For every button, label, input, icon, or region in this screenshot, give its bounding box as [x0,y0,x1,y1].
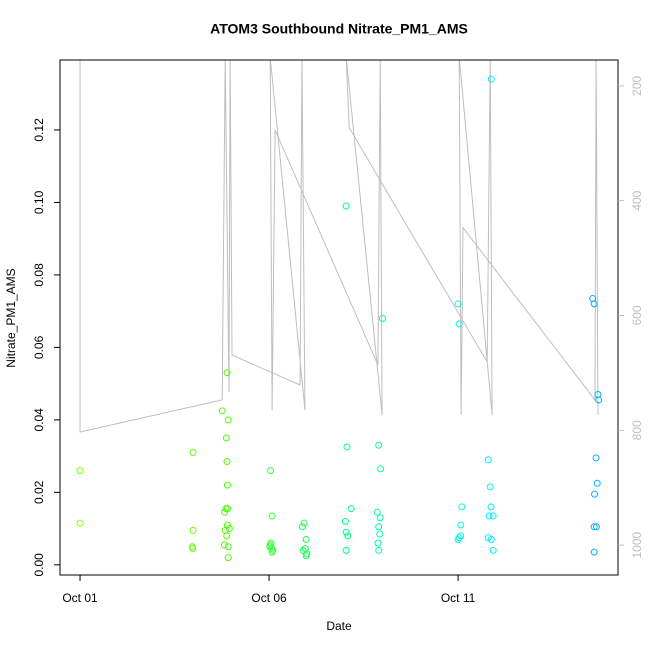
x-tick-label: Oct 11 [441,591,476,605]
data-point [486,483,494,491]
data-point [223,458,231,466]
data-point [189,449,197,457]
data-point [592,523,600,531]
data-point [302,552,310,560]
data-point [268,512,276,520]
data-point [266,541,274,549]
y2-tick-label: 800 [630,420,644,440]
y2-tick-label: 1000 [630,531,644,558]
data-point [347,505,355,513]
data-point [220,541,228,549]
data-point [342,202,350,210]
data-point [593,479,601,487]
y-tick-label: 0.06 [32,335,46,359]
data-point [457,521,465,529]
data-point [375,441,383,449]
data-point [223,481,231,489]
y-tick-label: 0.00 [32,553,46,577]
data-point [375,523,383,531]
data-point [343,443,351,451]
data-point [299,546,307,554]
data-point [489,546,497,554]
y-tick-label: 0.08 [32,263,46,287]
data-point [224,416,232,424]
data-point [484,456,492,464]
plot-area [76,60,603,562]
data-point [487,75,495,83]
data-point [224,554,232,562]
data-point [374,539,382,547]
data-point [342,546,350,554]
data-point [590,548,598,556]
data-point [223,369,231,377]
y2-tick-label: 400 [630,190,644,210]
data-point [76,519,84,527]
data-point [342,528,350,536]
plot-frame [59,59,619,576]
data-point [268,548,276,556]
data-point [487,535,495,543]
data-point [298,523,306,531]
data-point [454,535,462,543]
y-axis-label: Nitrate_PM1_AMS [4,268,18,367]
data-point [373,508,381,516]
data-point [189,545,197,553]
data-point [378,314,386,322]
data-point [225,525,233,533]
data-point [487,503,495,511]
data-point [377,465,385,473]
data-point [592,454,600,462]
x-tick-label: Oct 01 [62,591,98,605]
y-tick-label: 0.04 [32,408,46,432]
data-point [76,467,84,475]
data-point [455,320,463,328]
data-point [375,546,383,554]
data-point [590,300,598,308]
data-point [455,534,463,542]
y-tick-label: 0.10 [32,190,46,214]
x-tick-label: Oct 06 [251,591,287,605]
data-point [591,490,599,498]
data-point [458,503,466,511]
y-tick-label: 0.02 [32,480,46,504]
data-point [489,512,497,520]
data-point [485,512,493,520]
data-point [344,532,352,540]
data-point [220,508,228,516]
data-point [268,545,276,553]
data-point [454,300,462,308]
data-point [376,530,384,538]
profile-line [79,60,599,433]
data-point [223,532,231,540]
data-point [590,523,598,531]
y-tick-label: 0.12 [32,118,46,142]
data-point [300,519,308,527]
data-point [189,526,197,534]
data-point [376,514,384,522]
data-point [341,517,349,525]
y2-tick-label: 200 [630,76,644,96]
chart-title: ATOM3 Southbound Nitrate_PM1_AMS [210,21,468,37]
data-point [302,535,310,543]
data-point [222,434,230,442]
data-point [595,396,603,404]
data-point [267,467,275,475]
x-axis-label: Date [326,619,352,633]
data-point [218,407,226,415]
y2-tick-label: 600 [630,305,644,325]
data-point [224,543,232,551]
